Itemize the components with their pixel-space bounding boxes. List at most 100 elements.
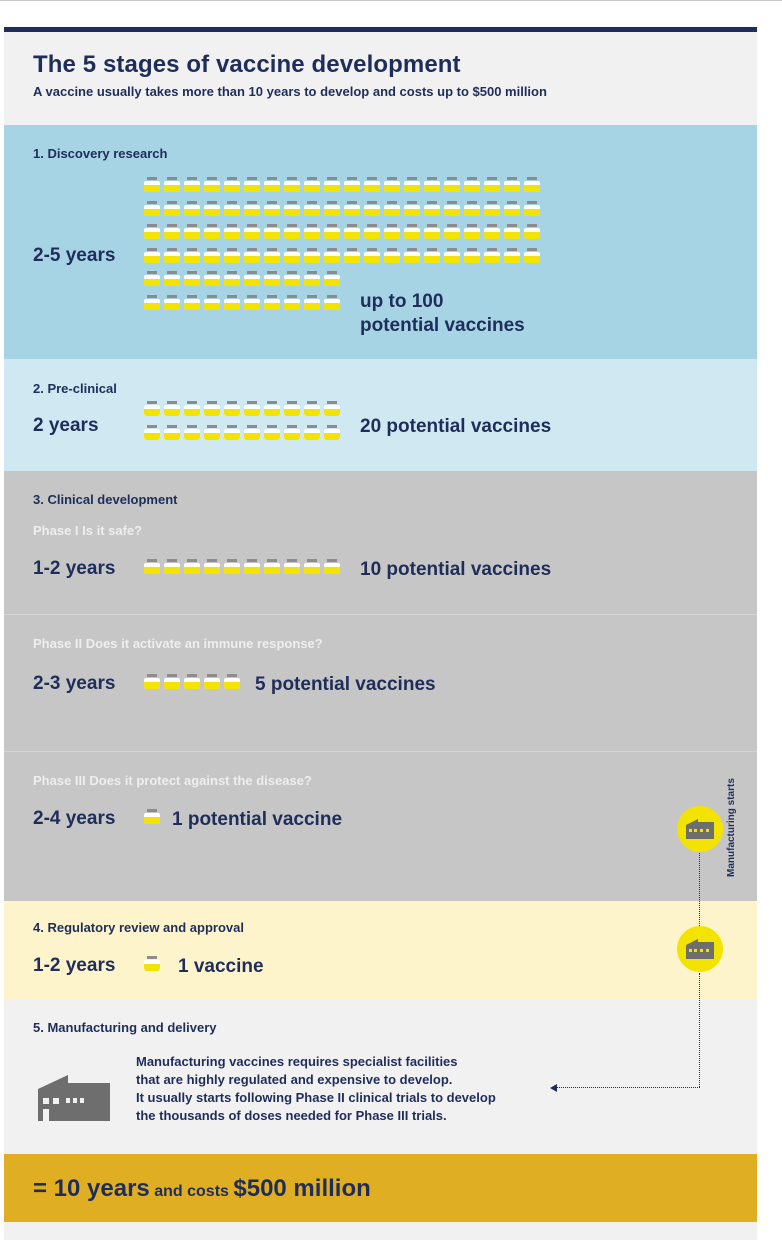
description-line: It usually starts following Phase II cli… — [136, 1090, 496, 1105]
stage-label: 4. Regulatory review and approval — [33, 920, 244, 935]
vial-icon — [184, 247, 200, 263]
phase-count: 1 potential vaccine — [172, 809, 343, 830]
vial-icon — [264, 424, 280, 440]
vial-icon — [404, 200, 420, 216]
vial-icon — [284, 559, 300, 574]
vial-icon — [264, 247, 280, 263]
vial-icon — [344, 200, 360, 216]
vial-icon — [164, 424, 180, 440]
vial-icon — [284, 224, 300, 239]
vial-icon — [224, 401, 240, 416]
phase-duration: 2-3 years — [33, 673, 116, 694]
vial-icon — [144, 424, 160, 440]
vial-icon — [464, 177, 480, 192]
vial-icon — [204, 424, 220, 440]
vial-icon — [324, 559, 340, 574]
vial-icon — [484, 247, 500, 263]
vial-icon — [184, 224, 200, 239]
stage-manufacturing — [4, 999, 757, 1154]
phase-duration: 1-2 years — [33, 558, 116, 579]
vial-icon — [204, 559, 220, 574]
vial-icon — [204, 224, 220, 239]
vial-icon — [224, 674, 240, 689]
vial-icon — [244, 177, 260, 192]
vial-icon — [224, 224, 240, 239]
vial-icon — [164, 271, 180, 286]
vial-icon — [324, 401, 340, 416]
phase-count: 5 potential vaccines — [255, 674, 436, 695]
vial-icon — [324, 294, 340, 310]
vial-icon — [144, 271, 160, 286]
page-title: The 5 stages of vaccine development — [33, 51, 461, 78]
vial-icon — [344, 177, 360, 192]
total-banner — [4, 1154, 757, 1222]
vial-icon — [184, 294, 200, 310]
vial-icon — [484, 224, 500, 239]
stage-duration: 2-5 years — [33, 245, 116, 266]
total-years: = 10 years — [33, 1175, 150, 1202]
vial-icon — [204, 200, 220, 216]
vial-icon — [184, 200, 200, 216]
vial-icon — [384, 224, 400, 239]
vial-icon — [384, 247, 400, 263]
stage-count: 20 potential vaccines — [360, 416, 552, 437]
vial-icon — [304, 200, 320, 216]
vial-icon — [144, 294, 160, 310]
vial-icon — [264, 294, 280, 310]
vial-icon — [304, 271, 320, 286]
vial-icon — [204, 294, 220, 310]
vial-icon — [164, 294, 180, 310]
description-line: the thousands of doses needed for Phase … — [136, 1108, 447, 1123]
vial-icon — [184, 559, 200, 574]
vial-icon — [264, 200, 280, 216]
vial-icon — [464, 224, 480, 239]
vial-icon — [504, 177, 520, 192]
vial-icon — [324, 424, 340, 440]
vial-icon — [244, 200, 260, 216]
vial-icon — [144, 247, 160, 263]
vial-icon — [204, 177, 220, 192]
stage-label: 1. Discovery research — [33, 146, 168, 161]
phase-divider — [4, 614, 757, 615]
count-line-1: up to 100 — [360, 291, 444, 312]
vial-icon — [204, 674, 220, 689]
vial-icon — [444, 200, 460, 216]
manufacturing-description: Manufacturing vaccines requires speciali… — [136, 1053, 496, 1125]
vial-icon — [504, 247, 520, 263]
vial-icon — [184, 424, 200, 440]
vial-icon — [304, 177, 320, 192]
vial-icon — [364, 177, 380, 192]
vial-icon — [264, 224, 280, 239]
stage-label: 2. Pre-clinical — [33, 381, 117, 396]
vial-icon — [304, 424, 320, 440]
vial-icon — [324, 177, 340, 192]
vial-icon — [144, 200, 160, 216]
vial-icon — [164, 559, 180, 574]
vial-icon — [184, 674, 200, 689]
vial-icon — [184, 401, 200, 416]
count-line-2: potential vaccines — [360, 315, 525, 336]
stage-preclinical — [4, 359, 757, 471]
page-top-border — [0, 0, 782, 1]
vial-icon — [424, 200, 440, 216]
vial-icon — [204, 401, 220, 416]
stage-count: 1 vaccine — [178, 956, 264, 977]
vial-icon — [144, 674, 160, 689]
vial-icon — [424, 247, 440, 263]
vial-icon — [144, 177, 160, 192]
vial-icon — [284, 424, 300, 440]
vial-icon — [164, 401, 180, 416]
vial-icon — [184, 177, 200, 192]
vial-icon — [244, 559, 260, 574]
vial-icon — [304, 224, 320, 239]
factory-icon — [38, 1075, 110, 1121]
vial-icon — [324, 247, 340, 263]
manufacturing-marker — [677, 926, 723, 972]
stage-label: 5. Manufacturing and delivery — [33, 1020, 217, 1035]
vial-icon — [324, 200, 340, 216]
stage-duration: 2 years — [33, 415, 99, 436]
vial-icon — [304, 247, 320, 263]
vial-icon — [264, 401, 280, 416]
vial-icon — [524, 177, 540, 192]
vial-icon — [484, 177, 500, 192]
